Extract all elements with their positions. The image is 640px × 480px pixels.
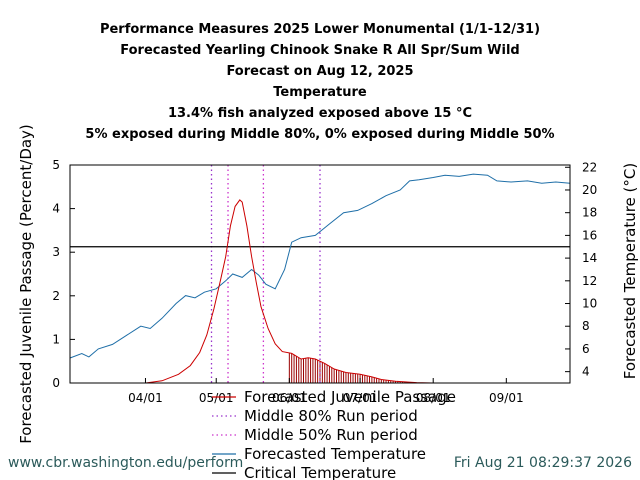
x-tick-label: 06/01 <box>272 391 307 405</box>
x-tick-label: 09/01 <box>489 391 524 405</box>
legend-label: Forecasted Juvenile Passage <box>244 388 456 406</box>
y-left-tick-label: 5 <box>52 158 60 172</box>
y-right-tick-label: 6 <box>582 342 590 356</box>
legend-label: Forecasted Temperature <box>244 445 426 463</box>
y-left-tick-label: 0 <box>52 376 60 390</box>
y-right-axis-label: Forecasted Temperature (°C) <box>621 163 639 379</box>
y-left-tick-label: 4 <box>52 202 60 216</box>
y-left-tick-label: 1 <box>52 332 60 346</box>
y-left-axis-label: Forecasted Juvenile Passage (Percent/Day… <box>17 124 35 444</box>
y-left-tick-label: 3 <box>52 245 60 259</box>
y-right-tick-label: 16 <box>582 228 597 242</box>
y-right-tick-label: 10 <box>582 297 597 311</box>
x-tick-label: 04/01 <box>128 391 163 405</box>
y-right-tick-label: 8 <box>582 319 590 333</box>
x-tick-label: 08/01 <box>416 391 451 405</box>
title-line-1: Performance Measures 2025 Lower Monument… <box>99 22 541 37</box>
title-line-2: Forecasted Yearling Chinook Snake R All … <box>120 43 520 58</box>
x-tick-label: 05/01 <box>199 391 234 405</box>
footer-timestamp: Fri Aug 21 08:29:37 2026 <box>453 455 632 471</box>
footer-url[interactable]: www.cbr.washington.edu/perform <box>8 455 244 471</box>
temperature-line <box>69 173 571 359</box>
y-right-tick-label: 18 <box>582 206 597 220</box>
y-right-tick-label: 12 <box>582 274 597 288</box>
passage-line <box>145 199 434 384</box>
x-tick-label: 07/01 <box>343 391 378 405</box>
y-left-tick-label: 2 <box>52 289 60 303</box>
legend-label: Middle 50% Run period <box>244 426 418 444</box>
plot-frame <box>69 164 571 384</box>
title-line-6: 5% exposed during Middle 80%, 0% exposed… <box>85 127 555 142</box>
title-line-3: Forecast on Aug 12, 2025 <box>226 64 414 79</box>
legend-label: Critical Temperature <box>244 464 396 480</box>
y-right-tick-label: 22 <box>582 160 597 174</box>
legend-label: Middle 80% Run period <box>244 407 418 425</box>
title-line-5: 13.4% fish analyzed exposed above 15 °C <box>167 106 473 121</box>
y-right-tick-label: 4 <box>582 365 590 379</box>
y-right-tick-label: 20 <box>582 183 597 197</box>
title-line-4: Temperature <box>273 85 367 100</box>
y-right-tick-label: 14 <box>582 251 597 265</box>
